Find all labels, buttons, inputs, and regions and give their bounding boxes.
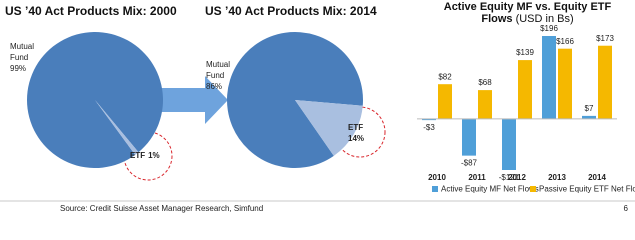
value-label: $139 [516,48,534,57]
slice-label: ETF 1% [130,151,160,160]
x-tick-label: 2013 [548,173,566,182]
legend-label: Active Equity MF Net Flows [441,185,539,194]
slice-value: 1% [148,151,160,160]
bar [422,118,436,121]
slice-label: ETF 14% [348,123,364,143]
bar [558,48,572,119]
slide: Source: Credit Suisse Asset Manager Rese… [0,1,635,213]
slice-category: ETF [348,123,363,132]
chart-title: US ’40 Act Products Mix: 2014 [205,4,377,18]
slice-category-line: Fund [10,53,28,62]
bar [542,36,556,119]
value-label: $82 [438,72,452,81]
bar-title: Active Equity MF vs. Equity ETF Flows (U… [440,1,615,25]
legend-swatch [432,186,438,192]
slice-category-line: Fund [206,71,224,80]
pie-slice [95,100,139,155]
value-label: $68 [478,78,492,87]
slice-value: 86% [206,82,222,91]
x-tick-label: 2014 [588,173,606,182]
slice-value: 14% [348,134,364,143]
pie-slice [27,31,164,168]
page-number: 6 [624,204,629,213]
bar [502,118,516,170]
bar [598,45,612,119]
charts: Source: Credit Suisse Asset Manager Rese… [0,4,635,213]
x-tick-label: 2010 [428,173,446,182]
value-label: -$3 [423,123,435,132]
slice-label: Mutual Fund 99% [10,42,34,73]
bar [462,118,476,156]
chart-title: US ’40 Act Products Mix: 2000 [5,4,177,18]
x-tick-label: 2011 [468,173,486,182]
legend-swatch [530,186,536,192]
title: Active Equity MF vs. Equity ETF Flows [443,1,612,25]
slice-category: Mutual [206,60,230,69]
arrow [160,76,228,124]
slice-label: Mutual Fund 86% [206,60,230,91]
slice-category: ETF [130,151,145,160]
value-label: $166 [556,37,574,46]
value-label: -$87 [461,159,478,168]
pie-slice [295,100,363,156]
value-label: $7 [585,104,594,113]
value-label: $196 [540,24,558,33]
x-tick-label: 2012 [508,173,526,182]
slice-category: Mutual [10,42,34,51]
subtitle: (USD in Bs) [515,13,574,25]
value-label: -$121 [499,173,520,182]
slice-value: 99% [10,64,26,73]
bar [582,115,596,119]
legend-label: Passive Equity ETF Net Flows [539,185,635,194]
pie-slice [227,31,363,169]
value-label: $173 [596,34,614,43]
footer-source: Source: Credit Suisse Asset Manager Rese… [60,204,263,213]
bar [478,90,492,119]
bar [518,60,532,119]
bar [438,84,452,119]
